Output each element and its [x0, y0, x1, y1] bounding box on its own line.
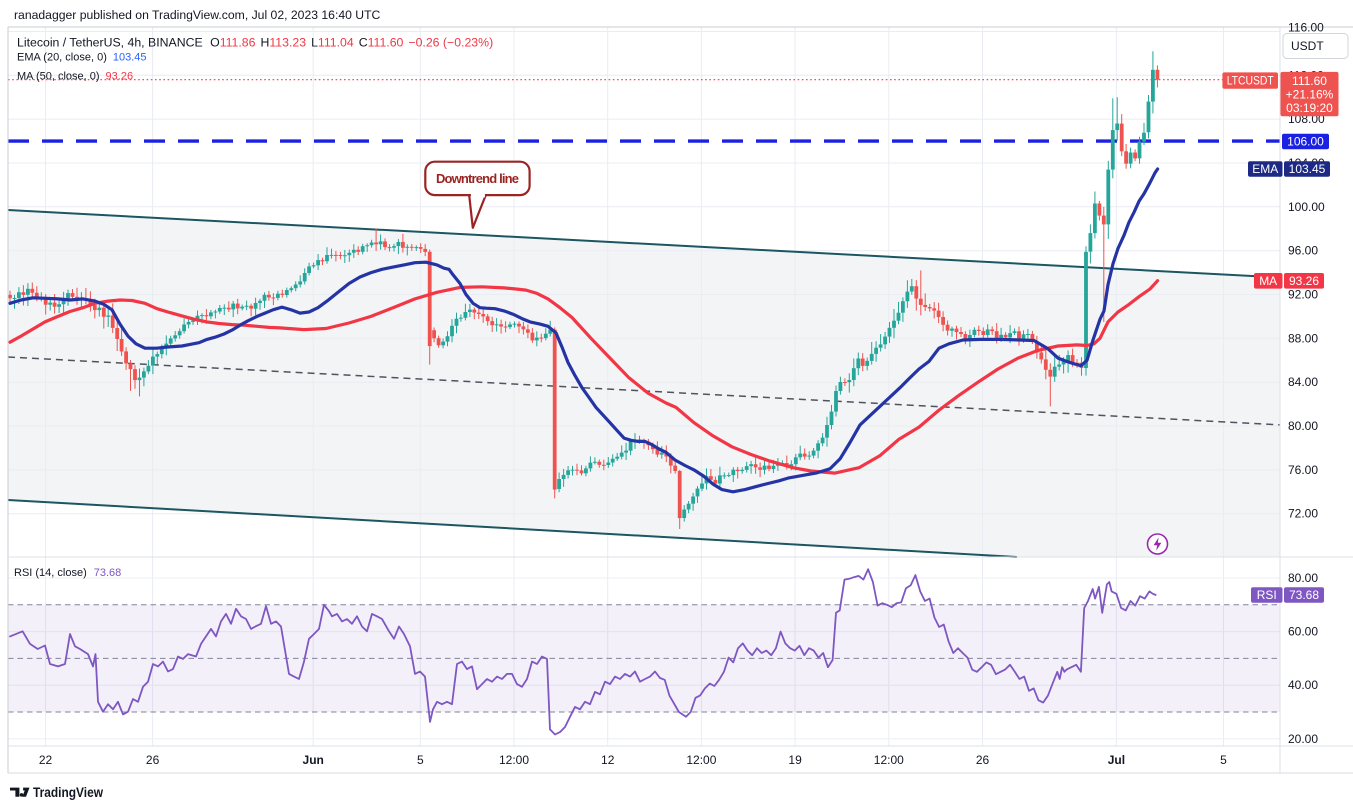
svg-text:96.00: 96.00 — [1288, 244, 1318, 258]
svg-text:106.00: 106.00 — [1287, 135, 1324, 149]
svg-text:60.00: 60.00 — [1288, 625, 1318, 639]
svg-text:93.26: 93.26 — [1289, 274, 1319, 288]
svg-text:12:00: 12:00 — [499, 753, 529, 767]
svg-text:26: 26 — [976, 753, 990, 767]
svg-text:MA: MA — [1259, 274, 1277, 288]
svg-text:22: 22 — [39, 753, 53, 767]
svg-text:5: 5 — [417, 753, 424, 767]
svg-text:116.00: 116.00 — [1288, 21, 1324, 35]
svg-text:ranadagger published on Tradin: ranadagger published on TradingView.com,… — [14, 8, 381, 22]
svg-text:100.00: 100.00 — [1288, 200, 1325, 214]
svg-text:111.60: 111.60 — [1292, 74, 1327, 88]
svg-text:+21.16%: +21.16% — [1286, 88, 1334, 102]
svg-text:USDT: USDT — [1291, 39, 1324, 53]
svg-text:103.45: 103.45 — [1289, 162, 1326, 176]
svg-text:88.00: 88.00 — [1288, 331, 1318, 345]
svg-text:Downtrend line: Downtrend line — [436, 171, 519, 186]
svg-text:73.68: 73.68 — [1289, 588, 1319, 602]
svg-text:76.00: 76.00 — [1288, 463, 1318, 477]
svg-text:RSI (14, close)73.68: RSI (14, close) 73.68 — [14, 567, 121, 579]
svg-text:Jun: Jun — [303, 753, 324, 767]
svg-text:LTCUSDT: LTCUSDT — [1227, 74, 1275, 88]
svg-text:RSI: RSI — [1257, 588, 1277, 602]
svg-text:19: 19 — [788, 753, 802, 767]
svg-text:Jul: Jul — [1108, 753, 1125, 767]
svg-text:TradingView: TradingView — [33, 785, 103, 800]
svg-text:5: 5 — [1220, 753, 1227, 767]
svg-text:Litecoin / TetherUS, 4h, BINAN: Litecoin / TetherUS, 4h, BINANCE O111.86… — [17, 36, 493, 50]
svg-text:72.00: 72.00 — [1288, 507, 1318, 521]
svg-text:12:00: 12:00 — [874, 753, 904, 767]
svg-text:80.00: 80.00 — [1288, 571, 1318, 585]
svg-text:EMA (20, close, 0)103.45: EMA (20, close, 0) 103.45 — [17, 52, 147, 64]
svg-text:MA (50, close, 0)93.26: MA (50, close, 0) 93.26 — [17, 71, 133, 83]
svg-text:92.00: 92.00 — [1288, 288, 1318, 302]
svg-text:EMA: EMA — [1252, 162, 1278, 176]
svg-text:03:19:20: 03:19:20 — [1286, 101, 1333, 115]
svg-text:40.00: 40.00 — [1288, 678, 1318, 692]
svg-text:20.00: 20.00 — [1288, 732, 1318, 746]
svg-text:12:00: 12:00 — [686, 753, 716, 767]
svg-text:26: 26 — [146, 753, 160, 767]
svg-text:12: 12 — [601, 753, 615, 767]
svg-text:84.00: 84.00 — [1288, 375, 1318, 389]
svg-text:80.00: 80.00 — [1288, 419, 1318, 433]
